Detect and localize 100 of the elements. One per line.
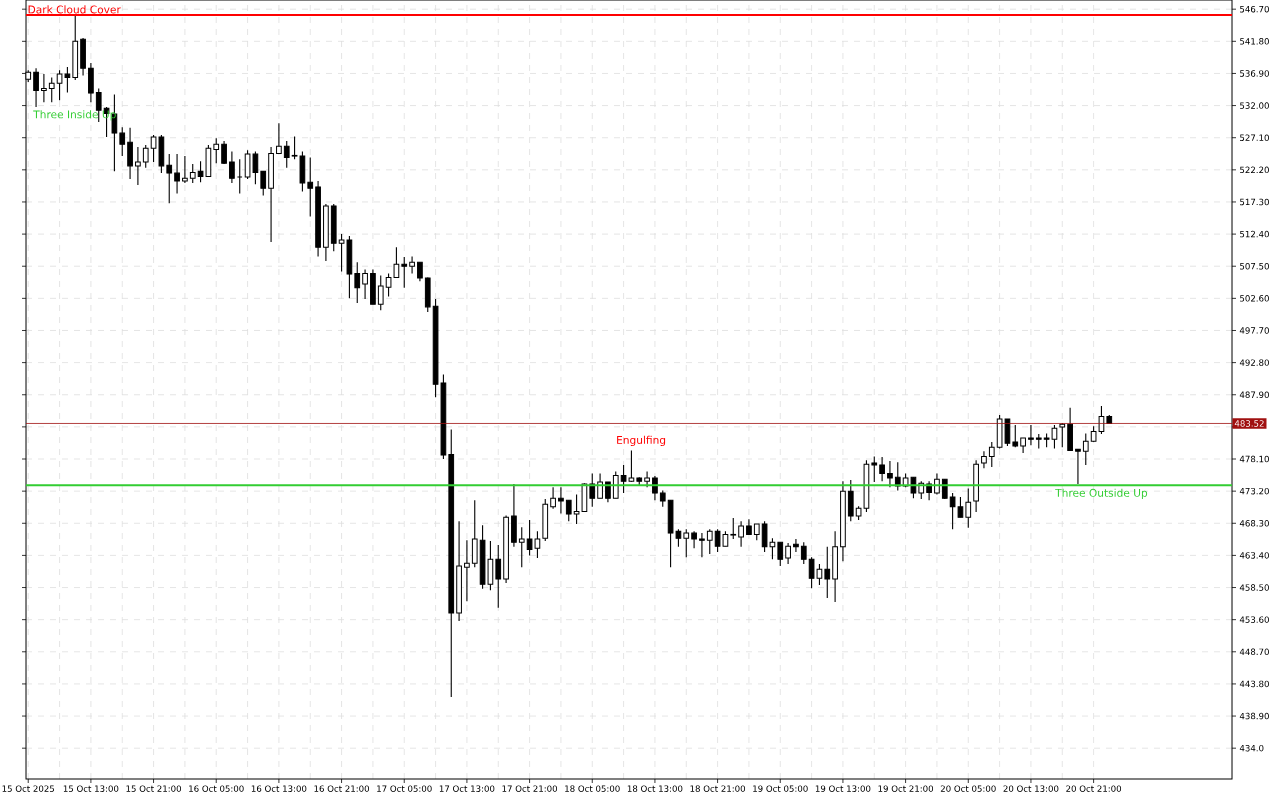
candlestick	[48, 76, 55, 103]
candlestick	[33, 67, 39, 108]
y-tick-label: 458.50	[1239, 584, 1269, 591]
candlestick	[127, 127, 133, 180]
x-tick-label: 18 Oct 13:00	[627, 785, 683, 792]
x-tick-label: 18 Oct 21:00	[690, 785, 746, 792]
candlestick	[730, 517, 737, 540]
candlestick	[691, 530, 697, 549]
candlestick	[988, 441, 995, 468]
y-tick-label: 453.60	[1239, 616, 1269, 623]
y-tick-label: 507.50	[1240, 262, 1269, 270]
candlestick	[1028, 424, 1034, 446]
candlestick	[518, 526, 525, 568]
y-tick-label: 478.10	[1239, 455, 1269, 463]
candlestick	[879, 456, 885, 482]
candlestick	[800, 541, 807, 565]
candlestick	[565, 499, 572, 522]
y-tick-label: 487.90	[1239, 391, 1269, 398]
candlestick	[377, 274, 384, 311]
candlestick	[738, 520, 744, 548]
y-tick-label: 512.40	[1240, 230, 1269, 238]
candlestick	[221, 140, 227, 165]
x-tick-label: 15 Oct 21:00	[126, 785, 181, 792]
y-tick-label: 536.90	[1240, 70, 1269, 77]
x-tick-label: 15 Oct 13:00	[63, 785, 119, 792]
candlestick	[409, 255, 415, 274]
x-tick-label: 17 Oct 13:00	[439, 785, 495, 792]
x-tick-label: 18 Oct 05:00	[565, 785, 620, 792]
x-tick-label: 20 Oct 13:00	[1003, 785, 1059, 792]
x-tick-label: 16 Oct 13:00	[251, 785, 307, 792]
candlestick	[283, 140, 290, 169]
candlestick	[213, 137, 220, 164]
candlestick	[182, 155, 188, 184]
x-tick-label: 16 Oct 05:00	[189, 785, 244, 792]
x-tick-label: 20 Oct 05:00	[940, 785, 996, 792]
candlestick	[699, 532, 705, 558]
y-tick-label: 434.0	[1239, 744, 1264, 752]
candlestick	[135, 146, 141, 186]
y-tick-label: 463.40	[1239, 552, 1269, 559]
candlestick	[307, 156, 314, 217]
ref-line-label: Dark Cloud Cover	[28, 5, 121, 14]
y-tick-label: 517.30	[1240, 198, 1269, 206]
candlestick	[589, 472, 596, 508]
candlestick	[189, 163, 196, 184]
y-tick-label: 497.70	[1239, 327, 1269, 334]
x-tick-label: 17 Oct 05:00	[377, 785, 432, 792]
candlestick	[417, 261, 423, 282]
y-tick-label: 473.20	[1239, 487, 1269, 495]
candlestick	[683, 528, 690, 558]
annotation: Engulfing	[617, 435, 666, 447]
candlestick	[824, 546, 831, 599]
y-tick-label: 468.30	[1239, 520, 1269, 527]
candlestick	[464, 539, 470, 602]
y-tick-label: 522.20	[1240, 166, 1269, 174]
candlestick	[652, 475, 658, 501]
x-tick-label: 19 Oct 05:00	[753, 785, 808, 792]
candlestick	[644, 470, 650, 488]
x-tick-label: 20 Oct 21:00	[1066, 785, 1122, 792]
candlestick	[777, 541, 784, 567]
candlestick	[229, 150, 235, 184]
y-tick-label: 448.70	[1239, 648, 1269, 656]
y-tick-label: 502.60	[1240, 295, 1269, 302]
candlestick	[119, 126, 126, 157]
x-tick-label: 16 Oct 21:00	[314, 785, 370, 792]
candlestick	[236, 158, 243, 194]
candlestick	[260, 170, 267, 196]
candlestick	[354, 261, 361, 304]
candlestick	[785, 542, 791, 565]
candlestick	[41, 73, 47, 103]
candlestick	[612, 470, 619, 499]
y-tick-label: 443.80	[1239, 680, 1269, 688]
y-tick-label: 527.10	[1240, 134, 1269, 141]
candlestick	[401, 256, 408, 289]
candlestick	[142, 144, 149, 169]
candlestick	[276, 122, 282, 154]
candlestick	[558, 486, 564, 514]
y-tick-label: 541.80	[1240, 38, 1269, 45]
candlestick	[706, 528, 713, 555]
candlestick	[965, 487, 972, 529]
candlestick	[981, 450, 987, 469]
candlestick	[887, 460, 893, 488]
y-tick-label: 546.70	[1240, 5, 1269, 13]
candlestick	[174, 153, 180, 194]
candlestick	[793, 538, 799, 553]
y-tick-label: 532.00	[1240, 102, 1269, 109]
candlestick	[495, 544, 502, 609]
x-tick-label: 19 Oct 13:00	[815, 785, 871, 792]
x-tick-label: 15 Oct 2025	[2, 785, 55, 792]
candlestick	[166, 153, 173, 204]
candlestick	[362, 268, 368, 300]
candlestick	[1082, 432, 1089, 466]
candlestick	[550, 486, 556, 510]
x-tick-label: 17 Oct 21:00	[502, 785, 558, 792]
x-tick-label: 19 Oct 21:00	[878, 785, 934, 792]
candlestick	[597, 472, 603, 499]
ref-line-label: 483.52	[1234, 420, 1264, 427]
y-tick-label: 438.90	[1239, 712, 1269, 720]
candlestick	[871, 455, 878, 483]
ref-line-label: Three Outside Up	[1055, 488, 1148, 499]
candlestick	[1075, 448, 1081, 485]
